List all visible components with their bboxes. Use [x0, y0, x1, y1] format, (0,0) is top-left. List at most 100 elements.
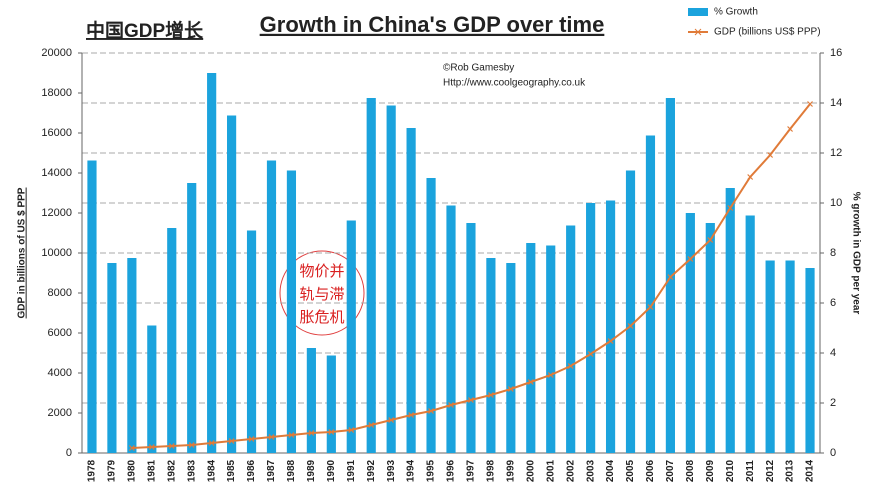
bar [625, 170, 636, 453]
credit: ©Rob Gamesby [443, 63, 514, 74]
bar [486, 258, 496, 453]
x-tick-label: 1996 [446, 459, 457, 482]
x-tick-label: 2011 [745, 460, 756, 482]
x-tick-label: 1990 [326, 459, 337, 482]
marker [348, 427, 355, 433]
y-tick-label: 10000 [41, 247, 72, 259]
circle-note: 轨与滞 [299, 286, 344, 303]
bar [805, 268, 815, 453]
y2-tick-label: 0 [830, 447, 836, 459]
bar [187, 183, 197, 453]
x-tick-label: 1995 [426, 459, 437, 482]
marker [507, 386, 514, 392]
x-tick-label: 2008 [685, 459, 696, 482]
marker [627, 323, 634, 329]
marker [787, 126, 794, 132]
bar [107, 263, 117, 453]
x-tick-label: 2003 [585, 459, 596, 482]
x-tick-label: 1992 [366, 459, 377, 482]
x-tick-label: 1993 [386, 459, 397, 482]
bar [745, 215, 755, 453]
y2-tick-label: 12 [830, 147, 842, 159]
note-circle [279, 250, 365, 336]
marker [687, 256, 694, 262]
legend-swatch [694, 28, 702, 36]
marker [448, 402, 454, 408]
y2-axis-label: % growth in GDP per year [850, 192, 861, 315]
y-tick-label: 8000 [48, 287, 72, 299]
credit-url: Http://www.coolgeography.co.uk [443, 78, 586, 89]
chinese-title: 中国GDP增长 [86, 19, 204, 42]
bar [645, 135, 656, 453]
x-tick-label: 2006 [645, 459, 656, 482]
y-tick-label: 14000 [41, 167, 72, 179]
bar [246, 230, 257, 453]
x-tick-label: 1979 [107, 459, 118, 482]
circle-note: 物价并 [299, 263, 344, 280]
bar [765, 260, 775, 453]
y-tick-label: 2000 [48, 407, 72, 419]
marker [248, 436, 255, 442]
bar [446, 205, 456, 453]
x-tick-label: 1983 [186, 459, 197, 482]
x-tick-label: 1982 [166, 459, 177, 482]
marker [567, 363, 574, 369]
x-tick-label: 2007 [665, 459, 676, 482]
bar [506, 263, 516, 453]
x-tick-label: 1998 [486, 459, 497, 482]
y2-tick-label: 10 [830, 197, 842, 209]
y-tick-label: 0 [66, 447, 72, 459]
bar [167, 228, 177, 453]
bar [605, 200, 616, 453]
y2-tick-label: 16 [830, 47, 842, 59]
bar [785, 260, 795, 453]
bar [406, 128, 416, 453]
y-tick-label: 4000 [48, 367, 72, 379]
x-tick-label: 1980 [127, 459, 138, 482]
x-tick-label: 1981 [146, 459, 157, 482]
marker [428, 408, 434, 414]
x-tick-label: 2013 [785, 459, 796, 482]
marker [308, 430, 315, 436]
bar [326, 355, 336, 453]
marker [288, 432, 295, 438]
bar [346, 220, 356, 453]
legend-swatch [688, 8, 708, 16]
bar [566, 225, 576, 453]
bar [306, 348, 316, 453]
marker [208, 440, 215, 446]
marker [607, 338, 614, 344]
x-tick-label: 1987 [266, 459, 277, 482]
y-axis-label: GDP in billions of US $ PPP [17, 187, 28, 318]
bar [586, 203, 596, 453]
bar [426, 178, 436, 453]
y2-tick-label: 8 [830, 247, 836, 259]
marker [547, 372, 554, 378]
x-tick-label: 2000 [525, 459, 536, 482]
marker [368, 422, 375, 428]
x-tick-label: 2012 [765, 459, 776, 482]
y-tick-label: 12000 [41, 207, 72, 219]
bar [386, 105, 396, 453]
y-tick-label: 18000 [41, 87, 72, 99]
marker [647, 304, 654, 310]
bar [147, 325, 157, 453]
bar [286, 170, 297, 453]
bar [266, 160, 277, 453]
marker [747, 174, 754, 180]
marker [707, 237, 714, 243]
marker [667, 274, 674, 280]
marker [328, 429, 335, 435]
marker [487, 392, 494, 398]
y-tick-label: 20000 [41, 47, 72, 59]
marker [268, 434, 275, 440]
circle-note: 胀危机 [299, 309, 344, 326]
marker [388, 417, 395, 423]
marker [468, 397, 474, 403]
x-tick-label: 1978 [87, 459, 98, 482]
x-tick-label: 2001 [545, 459, 556, 482]
bar [227, 115, 237, 453]
x-tick-label: 1985 [226, 459, 237, 482]
marker [807, 101, 813, 107]
x-tick-label: 1999 [505, 459, 516, 482]
